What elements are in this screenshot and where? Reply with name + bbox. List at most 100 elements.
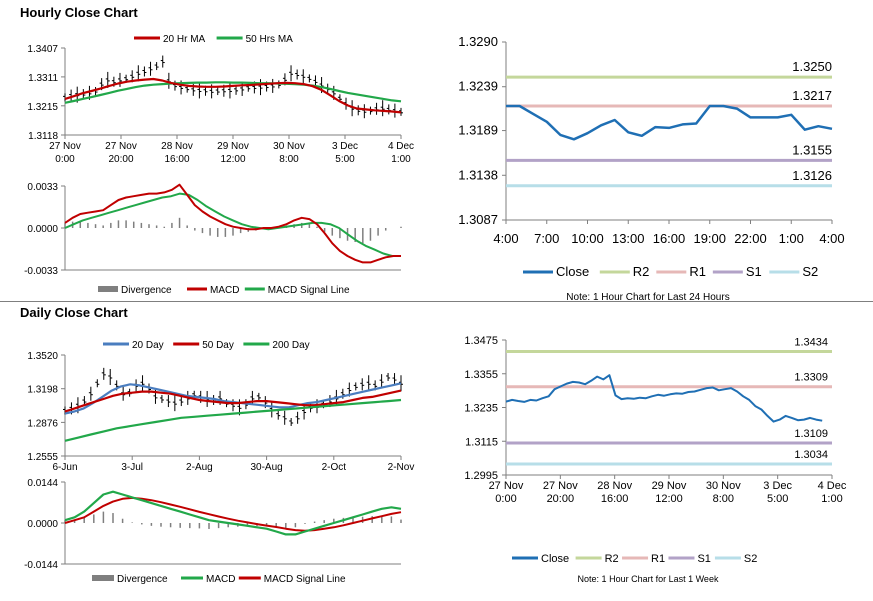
y-tick-label: 0.0000: [27, 224, 58, 235]
y-tick-label: 1.3115: [465, 436, 498, 448]
y-tick-label: 1.2995: [464, 470, 498, 482]
y-tick-label: 0.0033: [27, 182, 58, 193]
x-tick-label: 30 Nov: [273, 141, 305, 152]
y-tick-label: 1.3239: [458, 79, 498, 94]
daily-section-title: Daily Close Chart: [20, 305, 128, 320]
x-tick-label: 2-Nov: [388, 462, 415, 473]
y-tick-label: 1.2876: [27, 418, 58, 429]
x-tick-label: 30-Aug: [250, 462, 282, 473]
daily-price-legend-label: 20 Day: [132, 340, 164, 351]
series-macd-line: [64, 490, 402, 536]
x-tick-label: 8:00: [279, 154, 299, 165]
series-50-day-line: [64, 389, 402, 413]
level-label-r1: 1.3217: [792, 88, 832, 103]
hourly-levels-legend-label: Close: [556, 264, 589, 279]
x-tick-label: 13:00: [612, 231, 645, 246]
y-tick-label: 1.3290: [458, 34, 498, 49]
x-tick-label: 27 Nov: [489, 480, 524, 492]
hourly-price-legend-label: 50 Hrs MA: [246, 34, 294, 45]
x-tick-label: 6-Jun: [52, 462, 77, 473]
x-tick-label: 27 Nov: [49, 141, 81, 152]
level-label-s2: 1.3126: [792, 168, 832, 183]
y-tick-label: 1.3118: [28, 131, 58, 142]
series-macd-line: [64, 183, 401, 264]
x-tick-label: 27 Nov: [105, 141, 137, 152]
x-tick-label: 1:00: [821, 493, 842, 505]
hourly-levels-legend-label: S1: [746, 264, 762, 279]
y-tick-label: 1.3198: [27, 385, 58, 396]
x-tick-label: 30 Nov: [706, 480, 741, 492]
series-macd-signal-line: [64, 496, 402, 532]
daily-price-legend-label: 50 Day: [202, 340, 234, 351]
series-close-line: [506, 104, 833, 141]
series-20hr-ma-line: [64, 77, 402, 114]
hourly-levels-legend-label: S2: [802, 264, 818, 279]
y-tick-label: 1.3087: [458, 212, 498, 227]
x-tick-label: 20:00: [108, 154, 133, 165]
x-tick-label: 4 Dec: [818, 480, 847, 492]
x-tick-label: 20:00: [547, 493, 575, 505]
x-tick-label: 12:00: [655, 493, 683, 505]
x-tick-label: 0:00: [55, 154, 75, 165]
x-tick-label: 16:00: [164, 154, 189, 165]
x-tick-label: 3 Dec: [763, 480, 792, 492]
daily-levels-legend-label: Close: [541, 553, 569, 565]
x-tick-label: 5:00: [335, 154, 355, 165]
x-tick-label: 16:00: [653, 231, 686, 246]
daily-macd-legend-label: MACD: [206, 574, 235, 585]
daily-macd-legend-label: MACD Signal Line: [264, 574, 346, 585]
level-label-r1: 1.3309: [794, 372, 828, 384]
x-tick-label: 28 Nov: [161, 141, 193, 152]
chart-note: Note: 1 Hour Chart for Last 24 Hours: [566, 292, 729, 303]
y-tick-label: 1.3475: [464, 335, 498, 347]
daily-levels-legend-label: R2: [605, 553, 619, 565]
x-tick-label: 1:00: [391, 154, 411, 165]
series-200-day-line: [64, 398, 402, 442]
x-tick-label: 29 Nov: [217, 141, 249, 152]
x-tick-label: 8:00: [713, 493, 734, 505]
x-tick-label: 4:00: [493, 231, 518, 246]
hourly-macd-legend-label: MACD: [210, 285, 239, 296]
x-tick-label: 27 Nov: [543, 480, 578, 492]
y-tick-label: 1.3138: [458, 167, 498, 182]
hourly-section-title: Hourly Close Chart: [20, 5, 138, 20]
series-close-line: [505, 374, 823, 423]
hourly-macd-legend-swatch: [98, 286, 118, 292]
y-tick-label: 0.0144: [27, 478, 58, 489]
x-tick-label: 10:00: [571, 231, 604, 246]
y-tick-label: -0.0144: [24, 560, 58, 571]
x-tick-label: 22:00: [734, 231, 767, 246]
x-tick-label: 28 Nov: [597, 480, 632, 492]
hourly-levels-legend-label: R1: [689, 264, 706, 279]
y-tick-label: 1.3189: [458, 123, 498, 138]
y-tick-label: 1.3520: [27, 351, 58, 362]
daily-macd-legend-swatch: [92, 575, 114, 581]
daily-macd-legend-label: Divergence: [117, 574, 168, 585]
hourly-macd-legend-label: Divergence: [121, 285, 172, 296]
hourly-macd-legend-label: MACD Signal Line: [268, 285, 350, 296]
x-tick-label: 19:00: [693, 231, 726, 246]
y-tick-label: 1.3235: [464, 403, 498, 415]
x-tick-label: 12:00: [220, 154, 245, 165]
x-tick-label: 2-Oct: [322, 462, 347, 473]
x-tick-label: 3-Jul: [121, 462, 143, 473]
level-label-r2: 1.3250: [792, 59, 832, 74]
y-tick-label: 1.3355: [464, 369, 498, 381]
x-tick-label: 4 Dec: [388, 141, 414, 152]
y-tick-label: 0.0000: [27, 519, 58, 530]
hourly-price-legend-label: 20 Hr MA: [163, 34, 206, 45]
daily-levels-legend-label: R1: [651, 553, 665, 565]
chart-note: Note: 1 Hour Chart for Last 1 Week: [578, 574, 719, 584]
level-label-r2: 1.3434: [794, 337, 828, 349]
section-divider: [0, 301, 873, 302]
x-tick-label: 29 Nov: [652, 480, 687, 492]
x-tick-label: 16:00: [601, 493, 629, 505]
series-macd-signal-line: [64, 192, 401, 257]
y-tick-label: 1.3215: [27, 102, 58, 113]
x-tick-label: 5:00: [767, 493, 788, 505]
x-tick-label: 0:00: [495, 493, 516, 505]
x-tick-label: 7:00: [534, 231, 559, 246]
y-tick-label: 1.3311: [28, 73, 58, 84]
x-tick-label: 2-Aug: [186, 462, 213, 473]
